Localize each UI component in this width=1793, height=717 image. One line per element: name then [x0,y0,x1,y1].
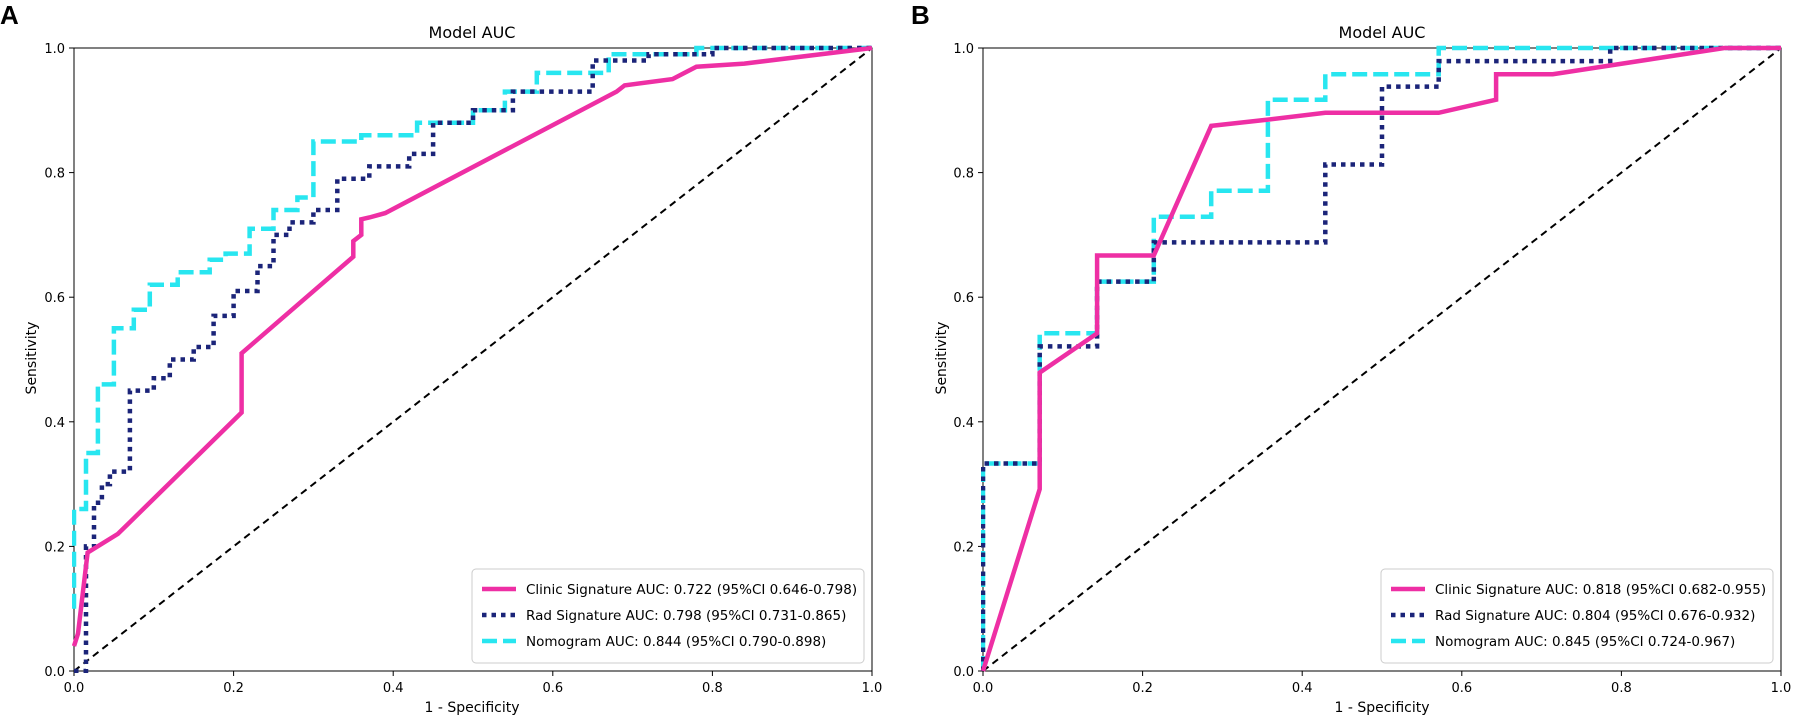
y-tick-label: 0.2 [953,540,974,555]
x-tick-label: 0.4 [383,681,404,696]
y-tick-label: 0.8 [953,167,974,182]
plot-frame [982,47,1782,672]
roc-curve-rad [74,45,872,673]
legend-label-nomogram: Nomogram AUC: 0.844 (95%CI 0.790-0.898) [526,634,826,650]
x-tick-label: 1.0 [862,681,883,696]
roc-curve-clinic [72,45,873,647]
legend: Clinic Signature AUC: 0.722 (95%CI 0.646… [471,568,865,664]
x-tick-label: 1.0 [1771,681,1792,696]
plot-area: 0.0 0.2 0.4 0.6 0.8 1.0 0.0 0.2 0.4 0.6 0.8 1.0 Clin… [44,42,882,696]
y-tick-label: 0.6 [44,291,65,306]
y-tick-label: 1.0 [953,42,974,57]
y-tick-label: 0.8 [44,167,65,182]
x-tick-label: 0.8 [702,681,723,696]
x-tick-label: 0.0 [64,681,85,696]
x-axis-label: 1 - Specificity [424,700,519,716]
x-tick-label: 0.6 [1451,681,1472,696]
legend-label-clinic: Clinic Signature AUC: 0.722 (95%CI 0.646… [526,582,857,598]
panel-letter-a: A [0,0,19,30]
x-tick-label: 0.6 [542,681,563,696]
y-tick-label: 0.6 [953,291,974,306]
legend-box [1380,568,1774,664]
x-axis-label: 1 - Specificity [1334,700,1429,716]
reference-diagonal [982,47,1782,672]
legend-box [471,568,865,664]
y-tick-label: 1.0 [44,42,65,57]
x-tick-label: 0.0 [973,681,994,696]
y-axis-label: Sensitivity [934,322,950,395]
y-tick-label: 0.4 [953,416,974,431]
x-tick-label: 0.2 [1132,681,1153,696]
x-tick-label: 0.4 [1292,681,1313,696]
panel-letter-b: B [911,0,930,30]
legend-label-rad: Rad Signature AUC: 0.798 (95%CI 0.731-0.… [526,608,846,624]
chart-title: Model AUC [429,23,516,42]
plot-area: 0.0 0.2 0.4 0.6 0.8 1.0 0.0 0.2 0.4 0.6 0.8 1.0 Clin… [953,42,1791,696]
reference-diagonal [73,47,873,672]
y-tick-label: 0.2 [44,540,65,555]
y-tick-label: 0.0 [44,665,65,680]
legend-label-clinic: Clinic Signature AUC: 0.818 (95%CI 0.682… [1435,582,1766,598]
panel-a: A Model AUC 1 - Specificity Sensitivity … [0,0,882,716]
x-tick-label: 0.2 [223,681,244,696]
y-axis-label: Sensitivity [24,322,40,395]
plot-frame [73,47,873,672]
legend-label-rad: Rad Signature AUC: 0.804 (95%CI 0.676-0.… [1435,608,1755,624]
legend-label-nomogram: Nomogram AUC: 0.845 (95%CI 0.724-0.967) [1435,634,1735,650]
legend: Clinic Signature AUC: 0.818 (95%CI 0.682… [1380,568,1774,664]
x-tick-label: 0.8 [1611,681,1632,696]
roc-curve-clinic [981,45,1781,672]
y-tick-label: 0.0 [953,665,974,680]
chart-title: Model AUC [1339,23,1426,42]
y-tick-label: 0.4 [44,416,65,431]
roc-curve-nomogram [72,45,872,609]
panel-b: B Model AUC 1 - Specificity Sensitivity … [911,0,1791,716]
